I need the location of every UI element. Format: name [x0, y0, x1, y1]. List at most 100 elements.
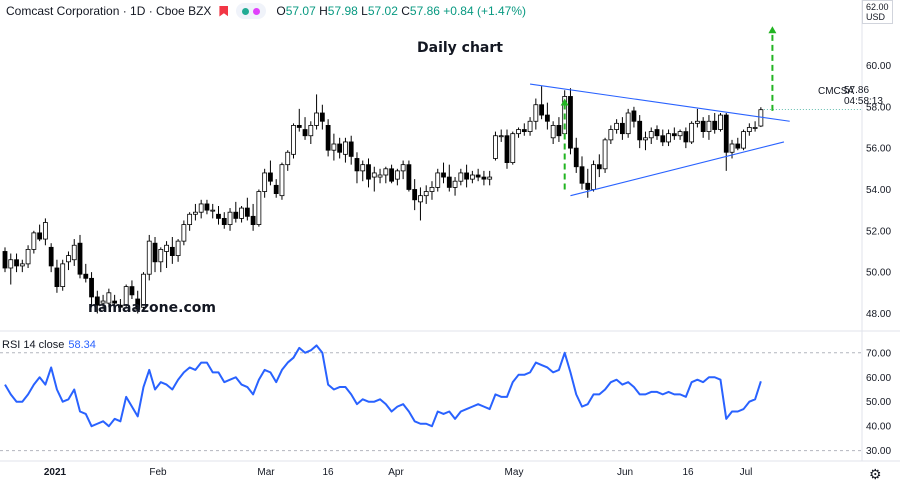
time-tick-label: 16 — [682, 467, 694, 478]
candle-up — [210, 209, 216, 212]
target-arrow-head — [768, 26, 777, 34]
candle-down — [268, 172, 273, 182]
candle-up — [193, 211, 198, 215]
high-label: H — [319, 4, 328, 18]
candle-up — [666, 133, 671, 143]
time-tick-label: 2021 — [44, 467, 67, 478]
candle-up — [533, 104, 539, 122]
candle-down — [412, 189, 418, 201]
rsi-label: RSI 14 close — [2, 339, 65, 351]
candle-down — [556, 125, 562, 137]
bar-countdown: 04:58:13 — [844, 96, 883, 107]
candle-up — [729, 143, 735, 153]
candle-up — [625, 112, 631, 135]
candle-up — [19, 263, 25, 267]
candle-up — [175, 240, 181, 256]
candle-up — [71, 244, 77, 261]
candle-up — [285, 151, 291, 166]
candle-down — [221, 217, 227, 225]
candle-up — [141, 273, 146, 308]
candle-up — [181, 224, 187, 242]
gear-icon[interactable]: ⚙ — [869, 466, 882, 482]
currency-badge[interactable]: 62.00 USD — [862, 0, 893, 24]
candle-down — [54, 267, 60, 288]
candle-down — [14, 259, 19, 267]
symbol-title[interactable]: Comcast Corporation · 1D · Cboe BZX — [6, 4, 212, 18]
candle-up — [400, 164, 406, 172]
candles-group — [2, 86, 764, 314]
candle-up — [123, 286, 129, 306]
candle-down — [683, 131, 689, 143]
candle-down — [296, 125, 302, 128]
rsi-tick-label: 30.00 — [866, 446, 891, 457]
candle-up — [8, 259, 14, 269]
candle-down — [112, 300, 118, 304]
candle-down — [544, 114, 550, 122]
candle-down — [660, 135, 666, 143]
candle-up — [371, 172, 377, 178]
time-tick-label: Jul — [740, 467, 753, 478]
candle-up — [42, 222, 48, 240]
flag-icon[interactable] — [219, 5, 229, 17]
low-label: L — [361, 4, 368, 18]
candle-up — [591, 164, 596, 190]
candle-down — [129, 286, 135, 296]
price-tick-label: 56.00 — [866, 144, 891, 155]
candle-down — [596, 164, 602, 170]
candle-up — [689, 122, 695, 143]
candle-up — [383, 168, 389, 176]
price-tick-label: 48.00 — [866, 309, 891, 320]
candle-up — [677, 131, 683, 137]
triangle-upper-trendline — [529, 83, 790, 122]
price-tick-label: 50.00 — [866, 268, 891, 279]
candle-down — [2, 251, 8, 269]
candle-up — [527, 120, 533, 133]
candle-up — [498, 135, 504, 138]
candle-down — [521, 129, 527, 133]
time-tick-label: Apr — [388, 467, 404, 478]
candle-down — [568, 96, 573, 149]
open-label: O — [276, 4, 286, 18]
candle-down — [169, 246, 175, 256]
candle-up — [458, 172, 464, 182]
candle-up — [60, 263, 66, 288]
market-open-icon — [242, 7, 250, 15]
candle-down — [631, 110, 637, 122]
candle-down — [637, 120, 643, 141]
rsi-tick-label: 40.00 — [866, 422, 891, 433]
candle-up — [516, 129, 521, 135]
ohlc-readout: O57.07 H57.98 L57.02 C57.86 +0.84 (+1.47… — [276, 4, 526, 18]
rsi-value: 58.34 — [68, 339, 96, 351]
candle-down — [712, 120, 718, 130]
candle-up — [187, 213, 193, 225]
candle-up — [146, 240, 152, 275]
low-value: 57.02 — [367, 4, 398, 18]
candle-up — [198, 203, 204, 213]
time-tick-label: Feb — [149, 467, 167, 478]
candle-down — [475, 174, 481, 178]
candle-down — [204, 203, 210, 211]
candle-up — [643, 137, 648, 141]
last-price-value: 57.86 — [844, 85, 870, 96]
status-indicator[interactable] — [236, 3, 267, 19]
candle-up — [239, 207, 244, 219]
candle-down — [366, 164, 371, 180]
candle-down — [700, 120, 706, 133]
candle-down — [302, 129, 308, 137]
triangle-lower-trendline — [570, 141, 785, 197]
candle-up — [469, 174, 475, 180]
candle-up — [291, 125, 296, 155]
currency-label: USD — [866, 12, 886, 22]
candle-up — [100, 300, 106, 304]
candle-down — [83, 273, 89, 279]
candle-down — [273, 184, 279, 194]
watermark: namaazone.com — [88, 300, 216, 316]
time-tick-label: Jun — [617, 467, 633, 478]
rsi-legend[interactable]: RSI 14 close 58.34 — [2, 339, 96, 351]
candle-up — [331, 143, 337, 151]
candle-down — [446, 176, 452, 188]
candle-down — [539, 104, 545, 116]
candle-up — [741, 131, 746, 149]
candle-down — [354, 158, 360, 172]
